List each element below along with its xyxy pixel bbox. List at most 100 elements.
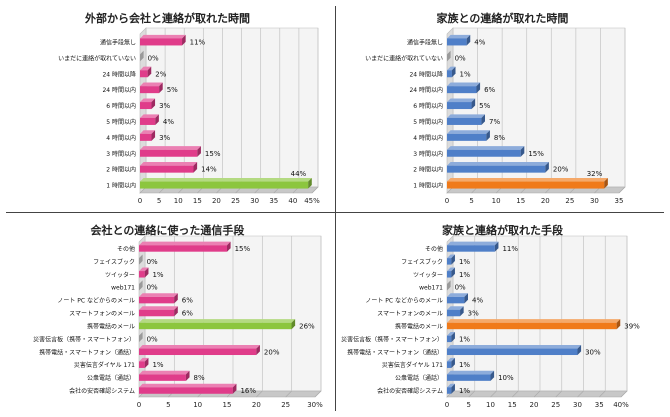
bar-value-label: 1% (459, 387, 470, 395)
bar-value-label: 1% (459, 271, 470, 279)
bar-top (447, 319, 621, 323)
chart-title: 外部から会社と連絡が取れた時間 (85, 12, 250, 25)
bar (447, 387, 452, 394)
bar-end (545, 162, 549, 173)
bar (447, 322, 617, 330)
bar-top (447, 66, 456, 71)
x-tick-label: 10 (193, 401, 202, 409)
bar (139, 387, 233, 394)
gridline-floor (533, 390, 541, 398)
x-tick-label: 40% (613, 401, 629, 409)
bar-top (447, 383, 455, 388)
chart-panel-family-contact-method: 家族と連絡が取れた手段 0 5 10 15 20 25 30 35 40% その他 11% フェイスブ… (335, 212, 670, 417)
x-tick-label: 30% (307, 401, 323, 409)
bar-value-label: 20% (553, 166, 569, 174)
bar-end (232, 383, 237, 394)
bar (139, 245, 227, 252)
x-tick-label: 0 (137, 401, 141, 409)
x-tick-label: 35 (269, 197, 278, 205)
x-tick-label: 15 (508, 401, 517, 409)
bar-end (577, 344, 582, 356)
x-tick-label: 30 (573, 401, 582, 409)
bar-value-label: 6% (182, 297, 193, 305)
gridline-floor (620, 390, 628, 398)
bar (447, 374, 491, 381)
x-tick-label: 5 (469, 197, 473, 205)
bar-top (139, 383, 237, 388)
bar-top (140, 82, 163, 87)
bar-zero (447, 50, 451, 62)
x-tick-label: 0 (138, 197, 142, 205)
x-tick-label: 15 (223, 401, 232, 409)
bar-value-label: 0% (147, 258, 158, 266)
bar-value-label: 4% (472, 297, 483, 305)
gridline-floor (555, 390, 562, 398)
bar-end (494, 241, 499, 252)
bar-zero (139, 254, 143, 265)
bar-chart: 0 5 10 15 20 25 30 35 40% その他 11% フェイスブック 1% ツイッター 1% w… (341, 235, 640, 409)
x-tick-label: 5 (467, 401, 471, 409)
bar (140, 70, 148, 78)
y-category-label: 災害伝言板（携帯・スマートフォン） (341, 335, 443, 343)
bar-end (451, 254, 455, 265)
bar-end (256, 344, 260, 356)
bar-end (308, 177, 312, 189)
bar (447, 86, 477, 94)
y-category-label: 公衆電話（通話） (87, 374, 135, 382)
bar-end (193, 162, 198, 173)
bar-top (447, 34, 471, 39)
bar-end (481, 114, 485, 125)
bar-value-label: 6% (182, 310, 193, 318)
chart-panel-company-contact-time: 外部から会社と連絡が取れた時間 0 5 10 15 20 25 30 35 40 45% 通信手段無… (0, 0, 335, 212)
bar-value-label: 1% (459, 258, 470, 266)
bar (447, 296, 465, 304)
bar-value-label: 39% (624, 322, 640, 330)
bar-end (155, 114, 159, 125)
bar-top (447, 332, 455, 336)
y-category-label: 24 時間以内 (102, 86, 136, 94)
bar-value-label: 1% (459, 361, 470, 369)
x-tick-label: 25 (565, 197, 574, 205)
bar (139, 322, 292, 330)
chart-panel-company-contact-method: 会社との連絡に使った通信手段 0 5 10 15 20 25 30% その他 15% フェイスブッ… (0, 212, 335, 417)
bar-value-label: 20% (264, 348, 280, 356)
bar-top (447, 130, 490, 134)
bar (447, 361, 452, 368)
bar (139, 309, 175, 317)
bar-chart: 0 5 10 15 20 25 30 35 40 45% 通信手段無し 11% いまだに連絡が取れていな… (58, 27, 320, 205)
bar-value-label: 0% (147, 335, 158, 343)
bar-end (451, 383, 455, 394)
bar-value-label: 2% (155, 70, 166, 78)
bar-top (140, 98, 156, 103)
bar (139, 271, 145, 278)
bar-value-label: 3% (159, 134, 170, 142)
bar-zero (447, 280, 451, 291)
x-tick-label: 45% (304, 197, 320, 205)
bar-top (447, 344, 582, 349)
bar (447, 102, 472, 110)
bar (140, 149, 198, 157)
x-tick-label: 15 (193, 197, 202, 205)
y-category-label: 4 時間以内 (413, 134, 443, 142)
bar-chart: 0 5 10 15 20 25 30 35 通信手段無し 4% いまだに連絡が取れていない 0% 24 … (365, 27, 626, 205)
bar-value-label: 44% (291, 170, 307, 178)
bar-end (144, 267, 149, 278)
bar-value-label: 16% (240, 387, 256, 395)
bar-value-label: 32% (587, 170, 603, 178)
bar (140, 38, 183, 46)
gridline-floor (618, 186, 626, 194)
chart-title: 家族との連絡が取れた時間 (436, 12, 569, 25)
bar-chart: 0 5 10 15 20 25 30% その他 15% フェイスブック 0% ツイッター 1% web17… (33, 235, 323, 409)
y-category-label: ノート PC などからのメール (365, 297, 443, 305)
bar (140, 181, 309, 189)
y-category-label: ノート PC などからのメール (57, 297, 135, 305)
bar-end (460, 306, 464, 317)
bar (447, 245, 495, 252)
bar-zero (139, 332, 143, 343)
bar-top (140, 146, 201, 150)
bar-value-label: 15% (528, 150, 544, 158)
x-tick-label: 30 (590, 197, 599, 205)
bar-value-label: 0% (455, 54, 466, 62)
chart-panel-family-contact-time: 家族との連絡が取れた時間 0 5 10 15 20 25 30 35 通信手段無し 4% いまだに連… (335, 0, 670, 212)
bar (139, 374, 186, 381)
